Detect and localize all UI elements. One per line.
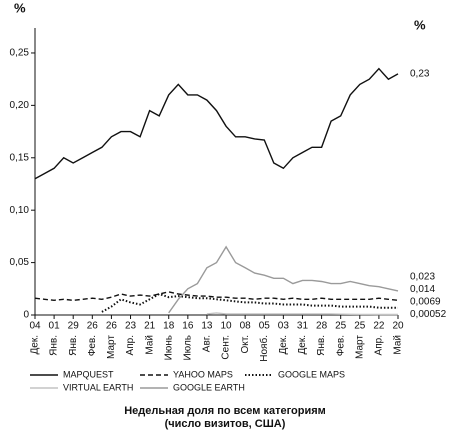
- series-line: [34, 67, 399, 180]
- legend-label: MAPQUEST: [63, 369, 114, 379]
- x-tick-day: 21: [144, 321, 156, 332]
- x-tick-day: 05: [259, 321, 271, 332]
- legend-label: YAHOO MAPS: [173, 369, 233, 379]
- legend-label: GOOGLE EARTH: [173, 382, 245, 392]
- caption: (число визитов, США): [165, 418, 286, 430]
- x-tick-month: Фев.: [87, 335, 98, 356]
- x-tick-day: 26: [106, 321, 118, 332]
- x-tick-month: Апр.: [125, 335, 136, 355]
- x-tick-month: Сент.: [221, 335, 232, 360]
- legend-label: GOOGLE MAPS: [278, 369, 345, 379]
- x-tick-day: 04: [29, 321, 41, 332]
- x-tick-day: 22: [373, 321, 385, 332]
- series-line: [34, 291, 399, 302]
- y-tick-label: 0,20: [10, 100, 30, 111]
- x-tick-day: 10: [220, 321, 232, 332]
- end-label: 0,023: [410, 272, 435, 283]
- x-tick-month: Март: [354, 335, 365, 359]
- x-tick-month: Янв.: [316, 335, 327, 356]
- x-tick-day: 01: [49, 321, 61, 332]
- x-tick-month: Май: [393, 335, 404, 355]
- x-tick-day: 26: [87, 321, 99, 332]
- x-tick-month: Июль: [182, 335, 193, 361]
- x-tick-day: 16: [182, 321, 194, 332]
- series-line: [168, 245, 399, 314]
- x-tick-day: 08: [240, 321, 252, 332]
- x-tick-month: Фев.: [335, 335, 346, 356]
- y-tick-label: 0,10: [10, 205, 30, 216]
- x-tick-day: 25: [354, 321, 366, 332]
- x-tick-day: 18: [163, 321, 175, 332]
- y-unit: %: [14, 0, 26, 15]
- x-tick-month: Дек.: [30, 335, 41, 355]
- x-tick-month: Июнь: [163, 335, 174, 360]
- x-tick-day: 31: [297, 321, 309, 332]
- x-tick-day: 23: [125, 321, 137, 332]
- x-tick-day: 29: [68, 321, 80, 332]
- x-tick-day: 03: [278, 321, 290, 332]
- x-tick-month: Дек.: [297, 335, 308, 355]
- y-tick-label: 0,05: [10, 257, 30, 268]
- series-line: [206, 312, 398, 316]
- x-tick-month: Дек.: [278, 335, 289, 355]
- x-tick-month: Окт.: [240, 335, 251, 354]
- end-label: 0,23: [410, 69, 430, 80]
- y-tick-label: 0,25: [10, 48, 30, 59]
- x-tick-month: Нояб.: [258, 335, 270, 362]
- legend-label: VIRTUAL EARTH: [63, 382, 133, 392]
- x-tick-month: Апр.: [374, 335, 385, 355]
- y-unit-right: %: [414, 17, 426, 32]
- x-tick-day: 25: [335, 321, 347, 332]
- x-tick-day: 13: [201, 321, 213, 332]
- y-tick-label: 0: [23, 310, 29, 321]
- end-label: 0,00052: [410, 309, 447, 320]
- x-tick-month: Март: [106, 335, 117, 359]
- x-tick-month: Май: [144, 335, 155, 355]
- x-tick-month: Янв.: [49, 335, 60, 356]
- y-tick-label: 0,15: [10, 152, 30, 163]
- x-tick-day: 28: [316, 321, 328, 332]
- x-tick-month: Янв.: [68, 335, 79, 356]
- x-tick-day: 20: [392, 321, 404, 332]
- caption: Недельная доля по всем категориям: [124, 405, 326, 417]
- end-label: 0,014: [410, 284, 435, 295]
- series-line: [101, 292, 399, 313]
- x-tick-month: Авг.: [202, 335, 213, 352]
- end-label: 0,0069: [410, 297, 441, 308]
